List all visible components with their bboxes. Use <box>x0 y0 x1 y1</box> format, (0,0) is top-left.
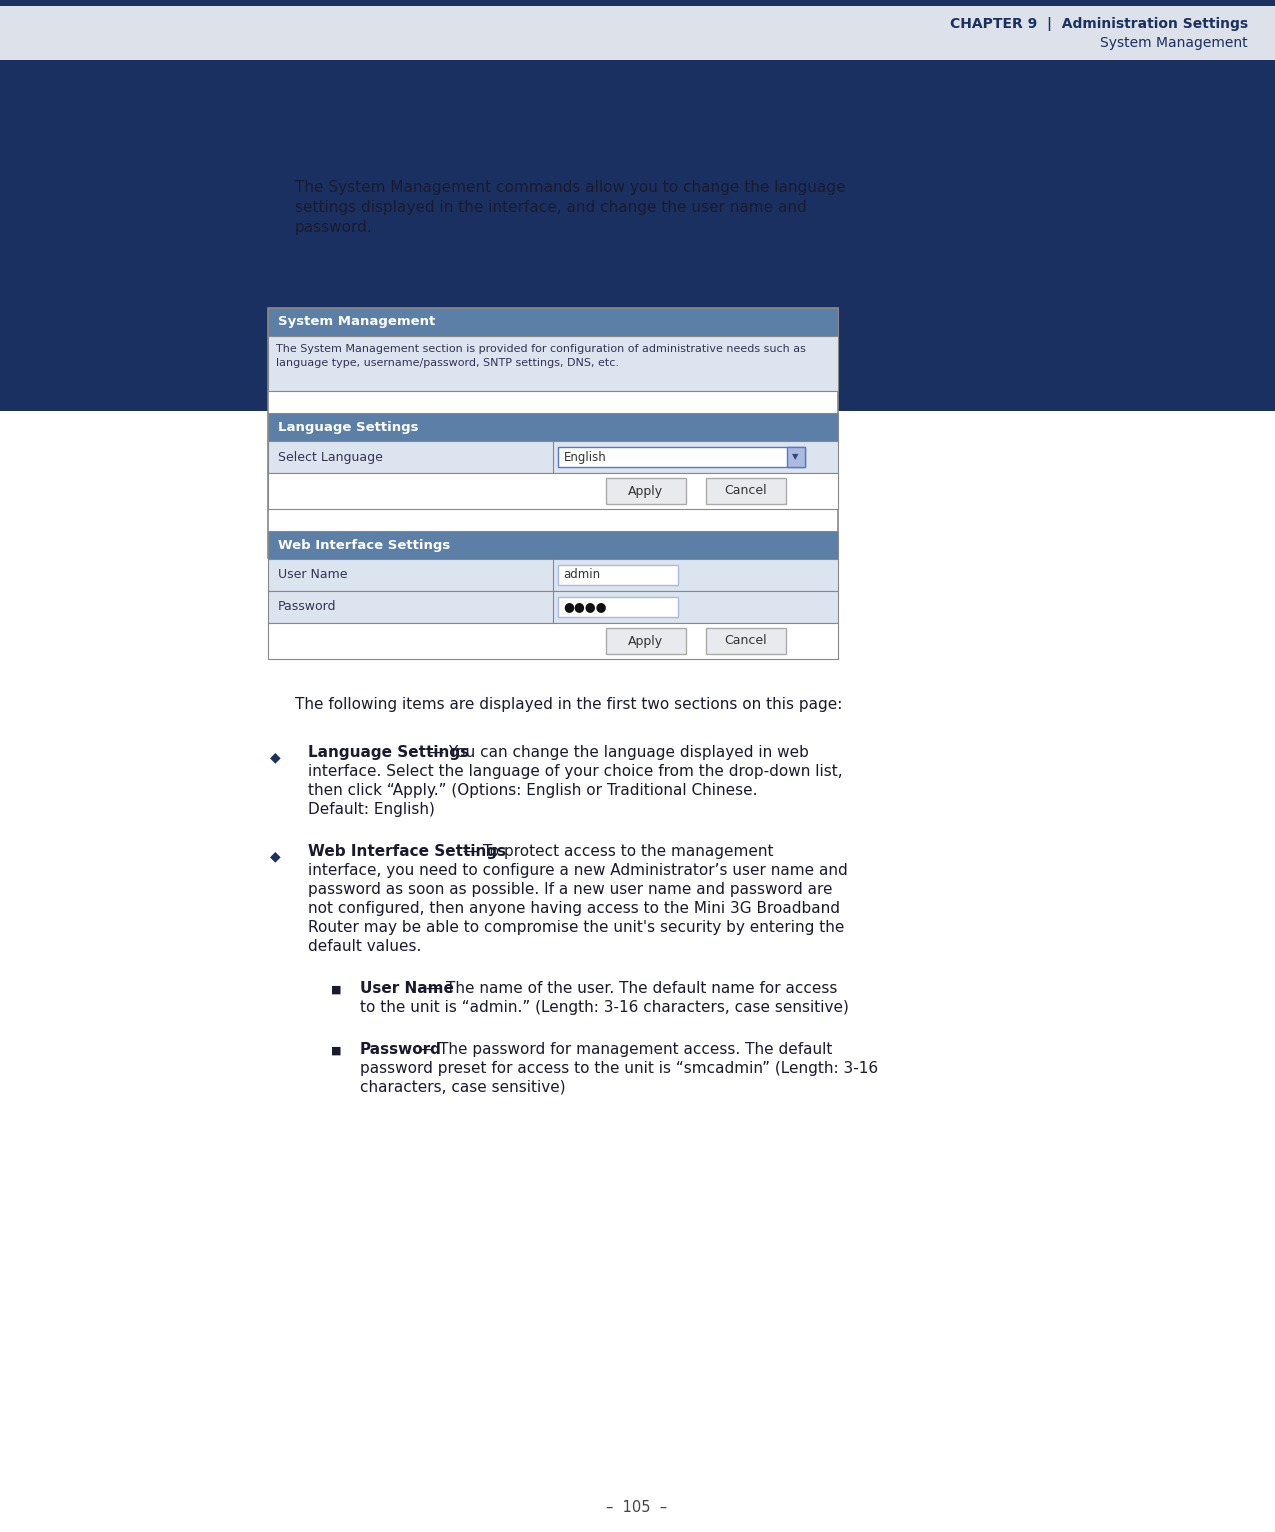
Text: M: M <box>150 132 173 155</box>
Text: interface, you need to configure a new Administrator’s user name and: interface, you need to configure a new A… <box>309 863 848 878</box>
Bar <box>558 597 678 617</box>
Text: Figure 61:  System Management: Figure 61: System Management <box>295 277 575 293</box>
Text: Password: Password <box>278 601 337 613</box>
Text: User Name: User Name <box>278 568 348 582</box>
Bar <box>606 478 686 504</box>
Text: characters, case sensitive): characters, case sensitive) <box>360 1080 566 1095</box>
Text: S: S <box>52 132 69 155</box>
Text: Select Language: Select Language <box>278 450 382 464</box>
Bar <box>705 628 785 654</box>
Text: interface. Select the language of your choice from the drop-down list,: interface. Select the language of your c… <box>309 764 843 778</box>
Text: ■: ■ <box>332 985 342 994</box>
Text: User Name: User Name <box>360 980 454 996</box>
Bar <box>268 414 838 441</box>
Text: Default: English): Default: English) <box>309 801 435 817</box>
Text: ●●●●: ●●●● <box>564 601 607 613</box>
Bar <box>0 0 1275 66</box>
Bar <box>268 559 838 591</box>
Text: ■: ■ <box>332 1046 342 1056</box>
Text: The System Management commands allow you to change the language: The System Management commands allow you… <box>295 179 845 195</box>
Text: Password: Password <box>360 1042 442 1057</box>
Text: System Management: System Management <box>1100 35 1248 51</box>
Bar <box>268 441 838 473</box>
Text: System Management: System Management <box>278 316 435 328</box>
Bar <box>606 628 686 654</box>
Text: Cancel: Cancel <box>724 484 766 498</box>
Bar <box>0 0 1275 6</box>
Text: not configured, then anyone having access to the Mini 3G Broadband: not configured, then anyone having acces… <box>309 901 840 916</box>
Text: Router may be able to compromise the unit's security by entering the: Router may be able to compromise the uni… <box>309 921 844 935</box>
Bar <box>787 447 805 467</box>
Text: — The name of the user. The default name for access: — The name of the user. The default name… <box>421 980 838 996</box>
Bar <box>705 478 785 504</box>
Text: ◆: ◆ <box>270 751 280 764</box>
Text: password preset for access to the unit is “smcadmin” (Length: 3-16: password preset for access to the unit i… <box>360 1062 878 1075</box>
Bar <box>558 565 678 585</box>
Bar <box>268 532 838 559</box>
Bar <box>268 308 838 336</box>
Bar <box>268 591 838 624</box>
Text: password.: password. <box>295 221 372 234</box>
Text: English: English <box>564 450 607 464</box>
Text: Language Settings: Language Settings <box>278 420 418 434</box>
Bar <box>558 447 805 467</box>
Text: settings displayed in the interface, and change the user name and: settings displayed in the interface, and… <box>295 201 807 214</box>
Text: then click “Apply.” (Options: English or Traditional Chinese.: then click “Apply.” (Options: English or… <box>309 783 757 798</box>
Text: password as soon as possible. If a new user name and password are: password as soon as possible. If a new u… <box>309 882 833 898</box>
Text: Cancel: Cancel <box>724 634 766 648</box>
Text: The System Management section is provided for configuration of administrative ne: The System Management section is provide… <box>275 345 806 368</box>
Text: ◆: ◆ <box>270 849 280 863</box>
Text: Web Interface Settings: Web Interface Settings <box>309 844 506 859</box>
Text: ▼: ▼ <box>792 452 798 461</box>
Text: Apply: Apply <box>627 484 663 498</box>
Text: — You can change the language displayed in web: — You can change the language displayed … <box>423 745 808 760</box>
Text: Apply: Apply <box>627 634 663 648</box>
Bar <box>268 336 838 391</box>
Bar <box>268 308 838 558</box>
Text: — To protect access to the management: — To protect access to the management <box>458 844 773 859</box>
Bar <box>0 60 1275 411</box>
Text: to the unit is “admin.” (Length: 3-16 characters, case sensitive): to the unit is “admin.” (Length: 3-16 ch… <box>360 1000 849 1016</box>
Text: default values.: default values. <box>309 939 421 954</box>
Bar <box>268 624 838 659</box>
Text: ANAGEMENT: ANAGEMENT <box>163 133 291 152</box>
Text: Language Settings: Language Settings <box>309 745 469 760</box>
Text: The following items are displayed in the first two sections on this page:: The following items are displayed in the… <box>295 697 843 712</box>
Text: YSTEM: YSTEM <box>62 133 138 152</box>
Text: –  105  –: – 105 – <box>607 1500 668 1515</box>
Text: CHAPTER 9  |  Administration Settings: CHAPTER 9 | Administration Settings <box>950 17 1248 31</box>
Bar <box>268 473 838 509</box>
Text: Web Interface Settings: Web Interface Settings <box>278 539 450 552</box>
Text: admin: admin <box>564 568 601 582</box>
Text: — The password for management access. The default: — The password for management access. Th… <box>414 1042 833 1057</box>
